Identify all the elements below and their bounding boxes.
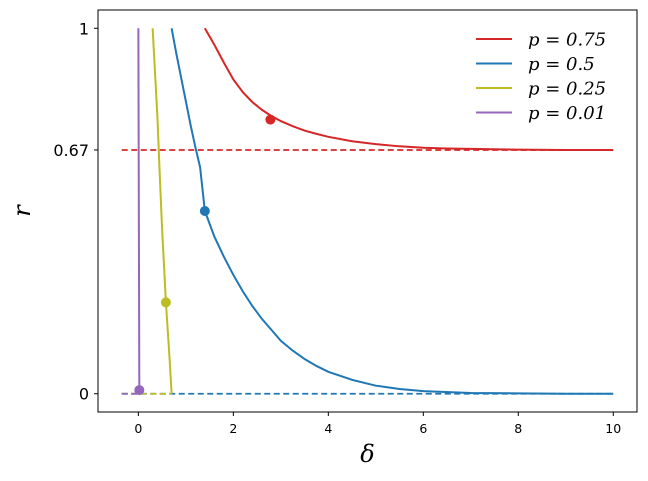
x-tick-label-3: 6	[419, 421, 427, 436]
legend: p = 0.75 p = 0.5 p = 0.25 p = 0.01	[476, 30, 606, 124]
x-tick-label-0: 0	[134, 421, 142, 436]
y-tick-label-1: 0.67	[53, 141, 89, 160]
axes-frame	[97, 9, 638, 413]
series-marker-1	[199, 206, 210, 216]
y-tick-label-0: 0	[79, 385, 89, 404]
plot-area	[121, 27, 614, 396]
tick-labels: 0 2 4 6 8 10 0 0.67 1	[53, 19, 621, 436]
x-tick-label-5: 10	[605, 421, 621, 436]
y-axis-label: r	[8, 204, 36, 217]
x-tick-label-4: 8	[514, 421, 522, 436]
legend-label-0: p = 0.75	[528, 30, 606, 51]
series-line-3	[137, 28, 141, 391]
series-marker-2	[160, 297, 171, 308]
series-line-1	[170, 28, 614, 395]
series-line-2	[151, 28, 173, 394]
x-tick-label-2: 4	[324, 421, 332, 436]
legend-label-1: p = 0.5	[528, 54, 595, 75]
series-marker-3	[134, 385, 145, 396]
x-axis-label: δ	[360, 440, 374, 468]
axes	[94, 9, 638, 416]
x-tick-label-1: 2	[229, 421, 237, 436]
y-tick-label-2: 1	[79, 19, 89, 38]
legend-label-2: p = 0.25	[528, 79, 606, 100]
series-marker-0	[265, 114, 276, 125]
legend-label-3: p = 0.01	[528, 103, 606, 124]
series-line-0	[203, 27, 614, 151]
